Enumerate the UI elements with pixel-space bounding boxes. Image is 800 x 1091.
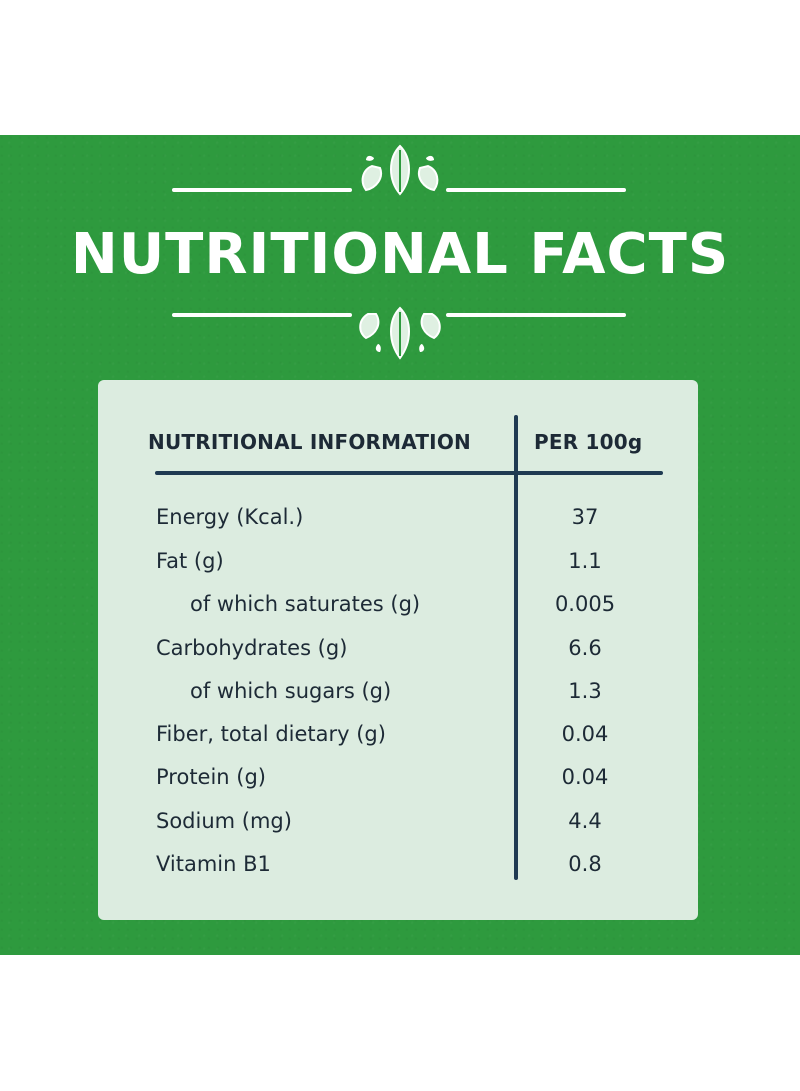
- nutrition-table-card: [98, 380, 698, 920]
- row-label-saturates: of which saturates (g): [190, 592, 421, 616]
- row-value-saturates: 0.005: [554, 592, 616, 616]
- row-label-fiber: Fiber, total dietary (g): [156, 722, 386, 746]
- page-title: NUTRITIONAL FACTS: [70, 222, 730, 287]
- row-value-carbohydrates: 6.6: [568, 636, 602, 660]
- row-label-vitamin-b1: Vitamin B1: [156, 852, 271, 876]
- leaf-ornament-icon: [361, 144, 439, 196]
- column-divider: [514, 415, 518, 880]
- row-label-protein: Protein (g): [156, 765, 267, 789]
- row-value-fiber: 0.04: [561, 722, 609, 746]
- title-rule-top-left: [172, 188, 352, 192]
- row-value-fat: 1.1: [568, 549, 602, 573]
- row-value-sugars: 1.3: [568, 679, 602, 703]
- header-divider: [155, 471, 663, 475]
- row-value-energy: 37: [571, 505, 599, 529]
- title-rule-bottom-right: [446, 313, 626, 317]
- title-rule-top-right: [446, 188, 626, 192]
- row-value-vitamin-b1: 0.8: [568, 852, 602, 876]
- header-nutritional-information: NUTRITIONAL INFORMATION: [148, 430, 471, 454]
- row-label-fat: Fat (g): [156, 549, 224, 573]
- title-rule-bottom-left: [172, 313, 352, 317]
- row-label-sodium: Sodium (mg): [156, 809, 292, 833]
- row-value-protein: 0.04: [561, 765, 609, 789]
- row-label-sugars: of which sugars (g): [190, 679, 392, 703]
- row-value-sodium: 4.4: [568, 809, 602, 833]
- row-label-carbohydrates: Carbohydrates (g): [156, 636, 348, 660]
- leaf-ornament-icon: [359, 306, 441, 360]
- header-per-100g: PER 100g: [534, 430, 643, 454]
- row-label-energy: Energy (Kcal.): [156, 505, 304, 529]
